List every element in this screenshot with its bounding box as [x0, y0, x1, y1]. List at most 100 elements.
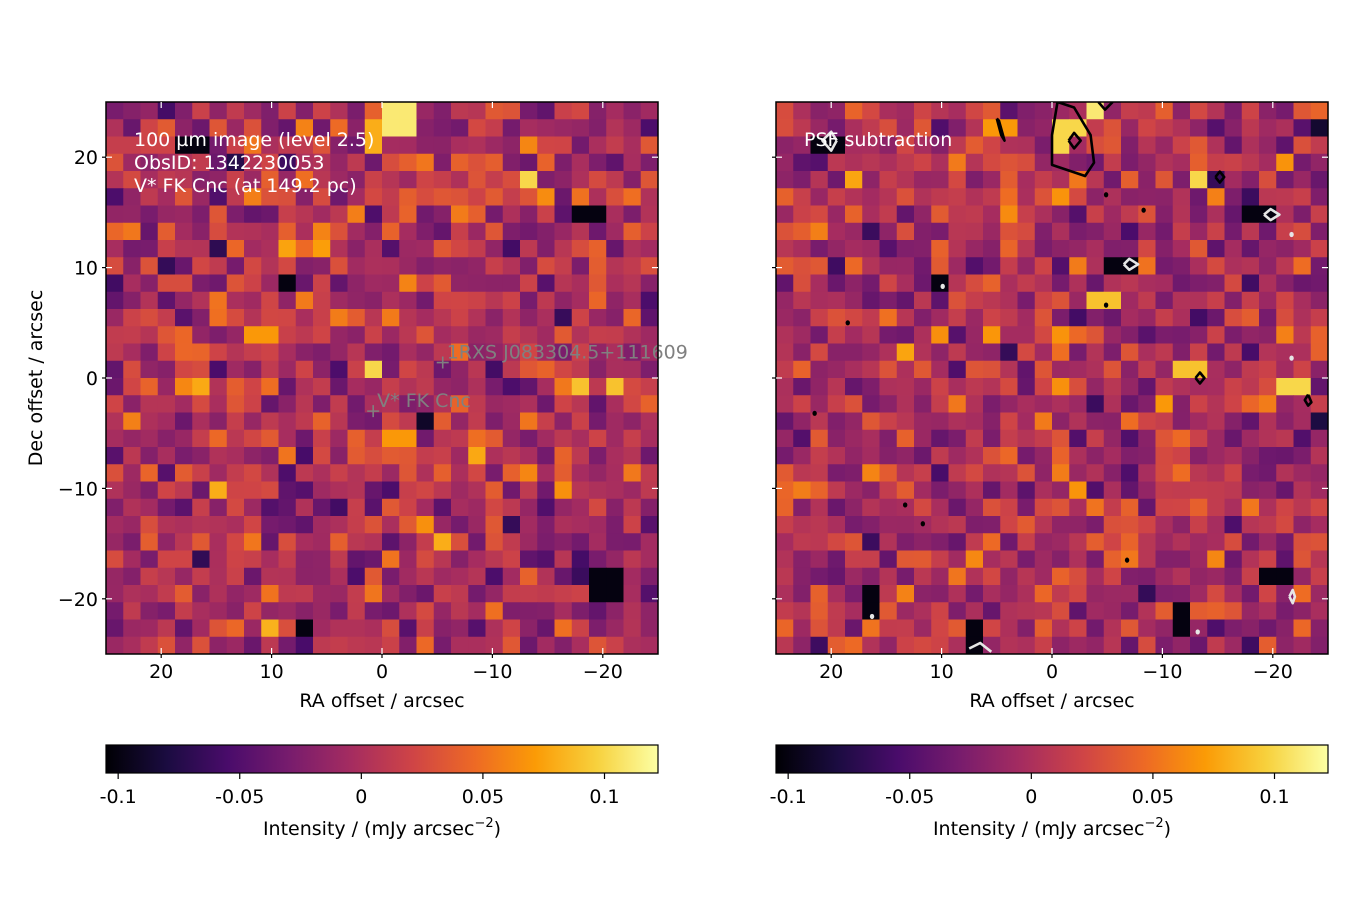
image-pixel	[862, 550, 881, 569]
image-pixel	[589, 326, 607, 345]
image-pixel	[278, 136, 297, 155]
image-pixel	[1121, 205, 1139, 224]
image-pixel	[606, 360, 625, 379]
image-pixel	[965, 516, 984, 534]
image-pixel	[313, 567, 331, 586]
image-pixel	[140, 240, 159, 258]
image-pixel	[123, 516, 142, 534]
image-pixel	[1052, 136, 1070, 155]
image-pixel	[948, 309, 967, 327]
image-pixel	[261, 585, 280, 603]
image-pixel	[1310, 602, 1328, 621]
image-pixel	[192, 257, 211, 276]
image-pixel	[1103, 395, 1122, 414]
image-pixel	[862, 516, 881, 534]
image-pixel	[1293, 188, 1312, 207]
image-pixel	[623, 222, 642, 241]
image-pixel	[948, 171, 967, 189]
image-pixel	[226, 567, 245, 586]
image-pixel	[175, 343, 193, 362]
image-pixel	[931, 447, 950, 465]
image-pixel	[793, 274, 812, 293]
image-pixel	[364, 464, 383, 483]
image-pixel	[1259, 602, 1277, 621]
image-pixel	[862, 395, 881, 414]
image-pixel	[879, 102, 898, 120]
image-pixel	[364, 291, 383, 310]
image-pixel	[1276, 102, 1295, 120]
image-pixel	[1034, 602, 1053, 621]
annotation-line-1: 100 µm image (level 2.5)	[134, 129, 374, 151]
image-pixel	[1121, 119, 1139, 138]
image-pixel	[313, 585, 331, 603]
image-pixel	[175, 136, 193, 155]
image-pixel	[862, 585, 881, 603]
image-pixel	[793, 533, 812, 552]
image-pixel	[278, 567, 297, 586]
image-pixel	[1276, 429, 1295, 448]
image-pixel	[914, 429, 932, 448]
image-pixel	[589, 274, 607, 293]
image-pixel	[485, 378, 504, 396]
image-pixel	[244, 257, 262, 276]
image-pixel	[983, 326, 1001, 345]
image-pixel	[1293, 516, 1312, 534]
image-pixel	[1276, 309, 1295, 327]
image-pixel	[313, 636, 331, 654]
image-pixel	[1241, 343, 1260, 362]
colorbar-tick-label: -0.1	[770, 786, 807, 808]
image-pixel	[1207, 447, 1226, 465]
image-pixel	[502, 222, 521, 241]
image-pixel	[1052, 429, 1070, 448]
image-pixel	[295, 136, 314, 155]
image-pixel	[502, 291, 521, 310]
image-pixel	[931, 619, 950, 638]
image-pixel	[192, 567, 211, 586]
image-pixel	[914, 550, 932, 569]
image-pixel	[965, 464, 984, 483]
image-pixel	[845, 102, 863, 120]
image-pixel	[399, 360, 418, 379]
image-pixel	[330, 429, 349, 448]
image-pixel	[520, 222, 538, 241]
image-pixel	[364, 447, 383, 465]
image-pixel	[1138, 447, 1157, 465]
image-pixel	[896, 447, 915, 465]
image-pixel	[1259, 464, 1277, 483]
image-pixel	[914, 326, 932, 345]
image-pixel	[295, 550, 314, 569]
image-pixel	[1293, 257, 1312, 276]
image-pixel	[931, 343, 950, 362]
image-pixel	[640, 257, 658, 276]
image-pixel	[451, 360, 469, 379]
image-pixel	[1259, 412, 1277, 431]
image-pixel	[810, 205, 829, 224]
image-pixel	[1155, 585, 1174, 603]
image-pixel	[106, 222, 124, 241]
image-pixel	[416, 447, 435, 465]
positive-contour	[1067, 131, 1082, 150]
image-pixel	[261, 550, 280, 569]
image-pixel	[983, 567, 1001, 586]
image-pixel	[347, 550, 366, 569]
image-pixel	[261, 240, 280, 258]
image-pixel	[295, 464, 314, 483]
image-pixel	[862, 429, 881, 448]
image-pixel	[502, 636, 521, 654]
image-pixel	[209, 550, 228, 569]
image-pixel	[983, 291, 1001, 310]
image-pixel	[433, 257, 452, 276]
image-pixel	[1293, 395, 1312, 414]
image-pixel	[537, 395, 556, 414]
image-pixel	[1069, 412, 1088, 431]
image-pixel	[1259, 378, 1277, 396]
image-pixel	[1172, 171, 1191, 189]
image-pixel	[879, 516, 898, 534]
image-pixel	[157, 188, 176, 207]
positive-contour-dot	[812, 410, 817, 416]
image-pixel	[278, 257, 297, 276]
image-pixel	[175, 567, 193, 586]
image-pixel	[1224, 257, 1243, 276]
image-pixel	[896, 291, 915, 310]
image-pixel	[1000, 533, 1019, 552]
